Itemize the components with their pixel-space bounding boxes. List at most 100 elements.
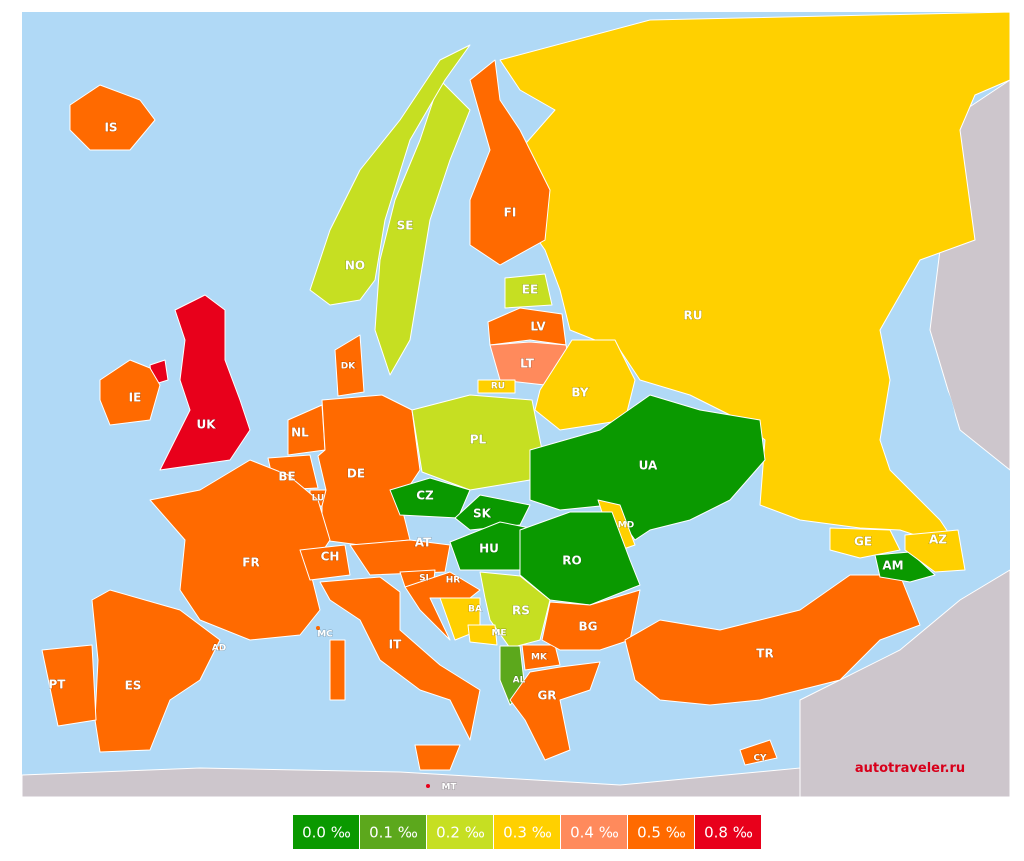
- country-label: MK: [531, 653, 548, 663]
- country-shape: [874, 551, 936, 583]
- country-label: LU: [312, 494, 325, 504]
- legend-label: 0.1 ‰: [369, 824, 418, 842]
- country-label: AT: [415, 536, 432, 550]
- country-label: ES: [125, 679, 142, 693]
- country-shape: [624, 574, 921, 706]
- country-label: MT: [441, 783, 457, 793]
- country-shape: [159, 294, 251, 471]
- legend-label: 0.2 ‰: [436, 824, 485, 842]
- country-dot: [316, 626, 320, 630]
- country-label: IS: [104, 121, 117, 135]
- country-shape: [41, 644, 97, 727]
- country-label: SK: [473, 507, 492, 521]
- country-label: CY: [753, 754, 767, 764]
- watermark: autotraveler.ru: [855, 761, 965, 776]
- country-label: GE: [854, 535, 872, 549]
- country-shape: [829, 527, 901, 559]
- country-shape: [479, 571, 551, 649]
- country-label: AZ: [929, 533, 947, 547]
- country-label: BG: [579, 620, 598, 634]
- country-labels: RU FI SE NO IS EE LV LT RU BY UK IE DK NL BE LU DE PL CZ SK…: [48, 120, 948, 793]
- country-shape: [454, 494, 531, 531]
- countries: [41, 11, 1011, 788]
- legend-swatch: [293, 815, 359, 849]
- country-shape: [467, 624, 498, 646]
- country-label: UA: [639, 459, 658, 473]
- country-label: PT: [49, 678, 67, 692]
- country-shape: [469, 59, 551, 266]
- legend-swatch: [628, 815, 694, 849]
- country-label: TR: [756, 647, 773, 661]
- legend-swatch: [561, 815, 627, 849]
- country-shape: [317, 394, 421, 546]
- country-shape: [541, 589, 641, 651]
- country-label: ME: [491, 629, 506, 639]
- legend-label: 0.4 ‰: [570, 824, 619, 842]
- country-label: BE: [278, 470, 295, 484]
- country-shape: [99, 359, 161, 426]
- country-label: HU: [479, 542, 499, 556]
- country-shape: [739, 739, 778, 766]
- country-label: DE: [347, 467, 365, 481]
- country-shape: [504, 273, 553, 309]
- country-label: MD: [618, 521, 634, 531]
- country-label: BA: [468, 605, 482, 615]
- country-shape: [349, 539, 451, 576]
- country-label: AD: [212, 644, 226, 654]
- country-shape: [319, 576, 481, 741]
- country-shape: [529, 394, 766, 541]
- country-shape: [521, 644, 561, 671]
- country-label: AM: [882, 559, 903, 573]
- country-label: RU: [491, 382, 505, 392]
- country-shape: [519, 511, 641, 606]
- country-label: IE: [129, 391, 142, 405]
- country-label: RS: [512, 604, 530, 618]
- country-dot: [218, 646, 222, 650]
- country-label: RO: [562, 554, 581, 568]
- country-shape: [309, 44, 471, 306]
- country-shape: [414, 744, 461, 771]
- country-label: UK: [196, 418, 216, 432]
- country-label: LT: [520, 357, 535, 371]
- country-label: FI: [504, 206, 517, 220]
- country-shape: [69, 84, 156, 151]
- country-shape: [904, 529, 966, 573]
- country-shape: [534, 339, 636, 431]
- country-label: PL: [470, 433, 487, 447]
- country-label: MC: [317, 630, 333, 640]
- country-label: LV: [530, 320, 546, 334]
- country-shape: [334, 334, 365, 397]
- legend-swatch: [695, 815, 761, 849]
- legend-swatch: [427, 815, 493, 849]
- legend: 0.0 ‰ 0.1 ‰ 0.2 ‰ 0.3 ‰ 0.4 ‰ 0.5 ‰ 0.8 ‰: [293, 815, 761, 849]
- country-shape: [374, 79, 471, 376]
- country-label: AL: [513, 676, 526, 686]
- country-shape: [509, 661, 601, 761]
- country-label: GR: [537, 689, 556, 703]
- country-label: HR: [446, 576, 461, 586]
- country-label: IT: [389, 638, 402, 652]
- country-shape: [149, 459, 331, 641]
- country-label: BY: [571, 386, 588, 400]
- country-shape: [389, 477, 471, 519]
- country-label: RU: [684, 309, 703, 323]
- country-label: SI: [419, 574, 429, 584]
- country-label: EE: [522, 283, 538, 297]
- country-label: CZ: [416, 489, 434, 503]
- country-label: SE: [397, 219, 414, 233]
- country-label: FR: [242, 556, 259, 570]
- country-label: DK: [341, 362, 356, 372]
- legend-swatch: [360, 815, 426, 849]
- country-dot: [426, 784, 430, 788]
- country-label: NL: [291, 426, 309, 440]
- legend-label: 0.0 ‰: [302, 824, 351, 842]
- legend-swatch: [494, 815, 560, 849]
- country-shape: [299, 544, 351, 581]
- caspian-sea: [913, 380, 957, 500]
- country-shape: [477, 379, 516, 394]
- country-shape: [329, 639, 346, 701]
- country-label: NO: [345, 259, 365, 273]
- legend-label: 0.3 ‰: [503, 824, 552, 842]
- country-shape: [91, 589, 221, 753]
